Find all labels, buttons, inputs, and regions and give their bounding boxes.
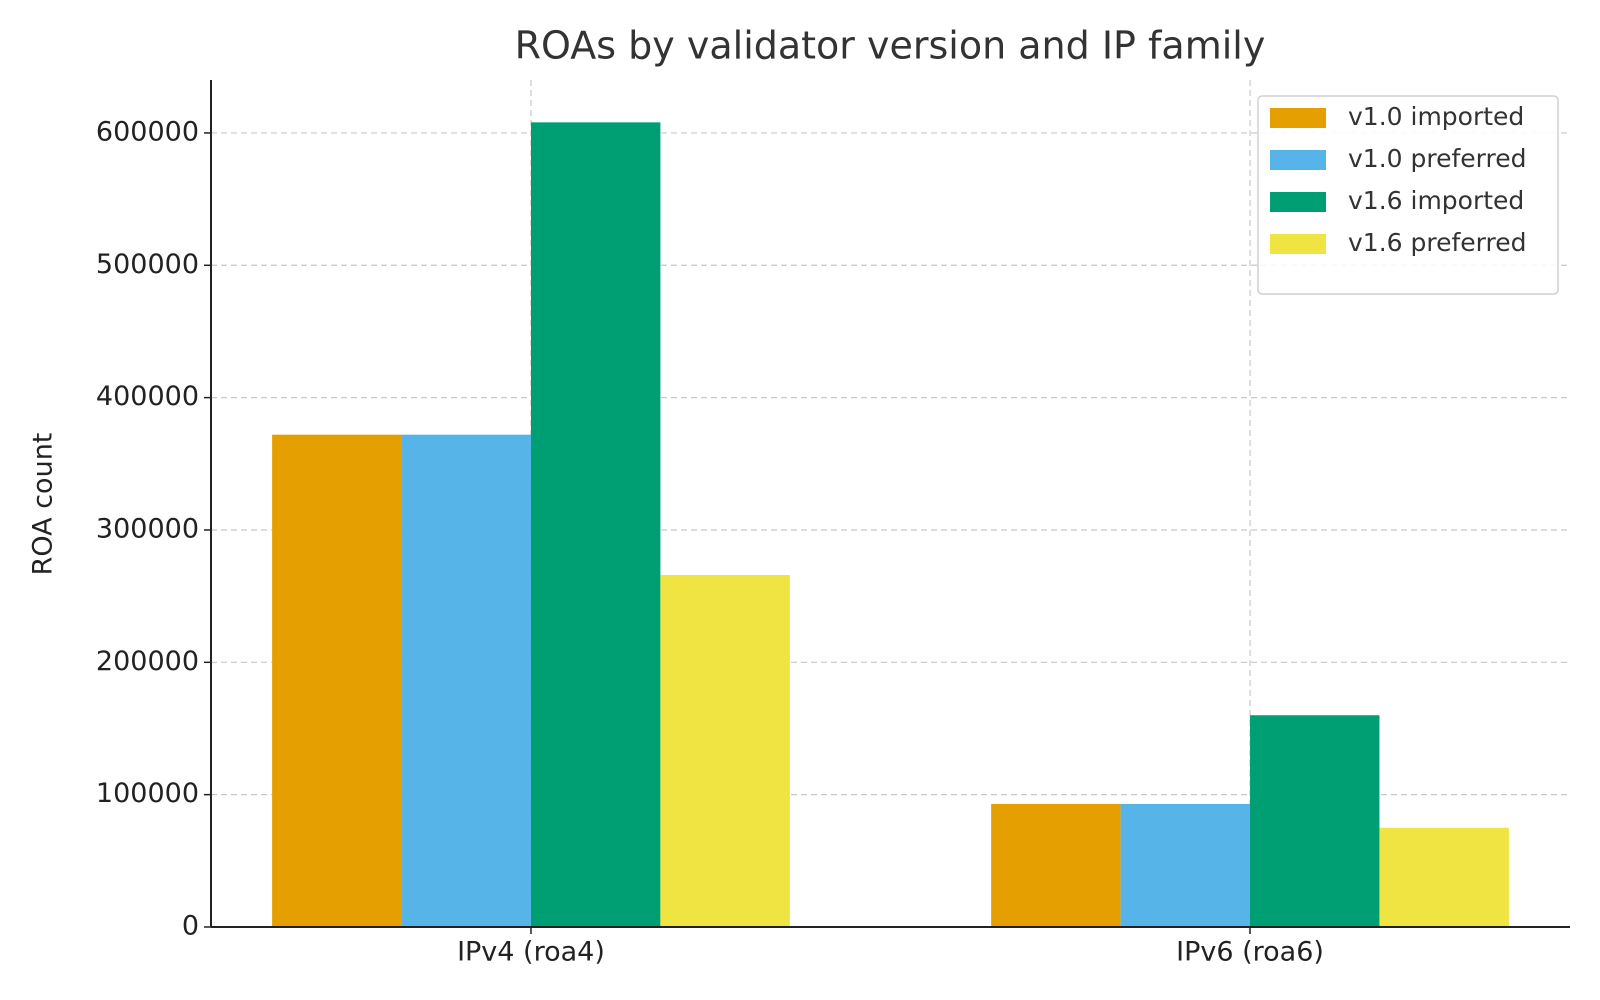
bar: [530, 122, 661, 928]
legend-label: v1.6 imported: [1348, 186, 1524, 215]
y-axis-label: ROA count: [28, 433, 59, 576]
y-tick-label: 0: [182, 911, 199, 942]
bar: [401, 434, 531, 927]
y-tick-label: 500000: [96, 249, 199, 280]
legend-swatch: [1270, 234, 1326, 254]
bar: [1379, 827, 1509, 927]
bar: [1120, 803, 1251, 927]
legend-label: v1.6 preferred: [1348, 228, 1526, 257]
y-tick-label: 600000: [96, 116, 199, 147]
legend-swatch: [1270, 192, 1326, 212]
y-tick-label: 100000: [96, 778, 199, 809]
x-tick-label: IPv6 (roa6): [1176, 937, 1324, 968]
bars: [272, 122, 1509, 928]
legend: v1.0 imported v1.0 preferred v1.6 imported…: [1257, 95, 1559, 295]
y-tick-label: 400000: [96, 381, 199, 412]
y-tick-label: 200000: [96, 646, 199, 677]
x-tick-label: IPv4 (roa4): [457, 937, 605, 968]
legend-box: [1257, 95, 1559, 295]
axes: 0 100000 200000 300000 400000 500000 600000 IPv…: [96, 80, 1570, 968]
bar: [660, 574, 790, 927]
legend-label: v1.0 preferred: [1348, 144, 1526, 173]
chart-title: ROAs by validator version and IP family: [515, 24, 1266, 68]
bar: [1250, 715, 1380, 927]
bar: [991, 803, 1121, 927]
bar: [272, 434, 402, 927]
y-tick-label: 300000: [96, 513, 199, 544]
legend-swatch: [1270, 108, 1326, 128]
legend-label: v1.0 imported: [1348, 102, 1524, 131]
legend-swatch: [1270, 150, 1326, 170]
